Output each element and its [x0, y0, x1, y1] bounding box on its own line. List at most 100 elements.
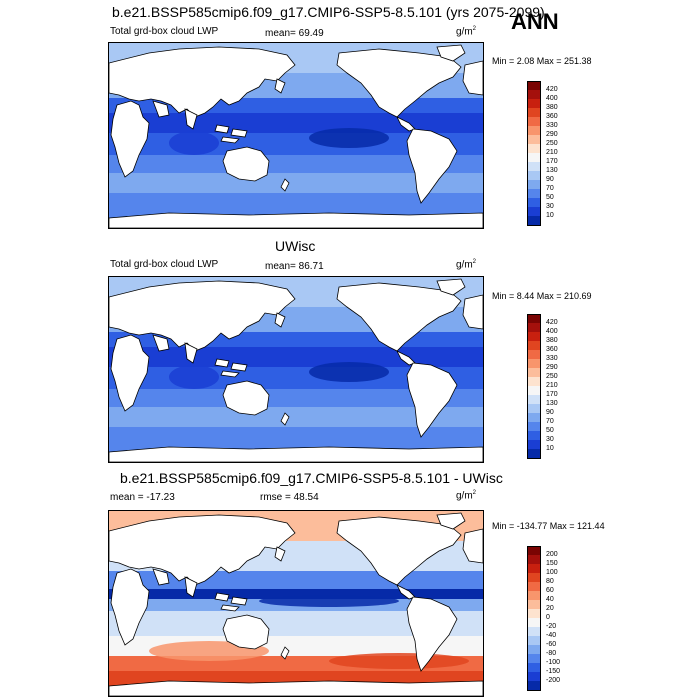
- continent-outline: [406, 128, 458, 204]
- panel2-title: UWisc: [275, 238, 316, 254]
- colorbar-tick-label: 90: [546, 409, 554, 416]
- field-patch: [169, 131, 219, 155]
- colorbar-tick-label: 250: [546, 140, 558, 147]
- panel1-min-max: Min = 2.08 Max = 251.38: [492, 56, 592, 66]
- continent-outline: [436, 44, 466, 62]
- colorbar-tick-label: 170: [546, 391, 558, 398]
- continent-outline: [396, 584, 416, 600]
- colorbar-tick-label: 50: [546, 427, 554, 434]
- colorbar-tick-label: -80: [546, 650, 557, 657]
- field-patch: [309, 362, 389, 382]
- field-band: [109, 407, 483, 427]
- continent-outline: [214, 124, 248, 144]
- panel2-units: g/m2: [456, 259, 477, 271]
- continent-outline: [274, 312, 286, 328]
- continent-outline: [109, 514, 296, 586]
- colorbar-tick-label: 130: [546, 400, 558, 407]
- colorbar-tick-label: 400: [546, 95, 558, 102]
- colorbar-swatch: [527, 681, 541, 691]
- colorbar-tick-label: 290: [546, 131, 558, 138]
- continent-outline: [152, 568, 198, 598]
- panel2-min-max: Min = 8.44 Max = 210.69: [492, 291, 592, 301]
- panel1-title: b.e21.BSSP585cmip6.f09_g17.CMIP6-SSP5-8.…: [112, 4, 545, 20]
- colorbar-tick-label: -60: [546, 641, 557, 648]
- continent-outline: [462, 60, 483, 96]
- continent-outline: [109, 680, 483, 696]
- continent-outline: [109, 212, 483, 228]
- colorbar-tick-label: 400: [546, 328, 558, 335]
- continent-outline: [436, 278, 466, 296]
- panel1-colorbar: 420 400 380 360 330 290 250 210 170 130 90 70 50 30 10: [527, 81, 567, 226]
- colorbar-tick-label: 30: [546, 203, 554, 210]
- field-band: [109, 389, 483, 407]
- continent-outline: [214, 358, 248, 378]
- continent-outline: [280, 178, 290, 192]
- colorbar-tick-label: 70: [546, 185, 554, 192]
- field-patch: [309, 128, 389, 148]
- colorbar-swatch: [527, 449, 541, 459]
- field-band: [109, 113, 483, 133]
- colorbar-tick-label: 90: [546, 176, 554, 183]
- colorbar-tick-label: 170: [546, 158, 558, 165]
- continent-outline: [152, 334, 198, 364]
- colorbar-tick-label: 380: [546, 337, 558, 344]
- field-patch: [329, 653, 469, 669]
- colorbar-tick-label: 330: [546, 122, 558, 129]
- panel3-rmse-label: rmse = 48.54: [260, 492, 319, 503]
- colorbar-tick-label: 290: [546, 364, 558, 371]
- panel1-mean-label: mean= 69.49: [265, 28, 324, 39]
- panel3-colorbar: 200 150 100 80 60 40 20 0 -20 -40 -60 -80 -100 -150 -2…: [527, 546, 567, 691]
- continent-outline: [152, 100, 198, 130]
- colorbar-tick-label: 380: [546, 104, 558, 111]
- continent-outline: [109, 46, 296, 118]
- panel3-title: b.e21.BSSP585cmip6.f09_g17.CMIP6-SSP5-8.…: [120, 470, 503, 486]
- panel3-units: g/m2: [456, 490, 477, 502]
- colorbar-tick-label: 420: [546, 86, 558, 93]
- panel1-units: g/m2: [456, 26, 477, 38]
- panel1-left-label: Total grd-box cloud LWP: [110, 26, 219, 37]
- colorbar-tick-label: -200: [546, 677, 561, 684]
- colorbar-tick-label: -20: [546, 623, 557, 630]
- continent-outline: [109, 446, 483, 462]
- field-band: [109, 173, 483, 193]
- continent-outline: [280, 646, 290, 660]
- field-band: [109, 155, 483, 173]
- continent-outline: [396, 116, 416, 132]
- field-band: [109, 347, 483, 367]
- continent-outline: [222, 146, 270, 182]
- continent-outline: [462, 528, 483, 564]
- colorbar-tick-label: -150: [546, 668, 561, 675]
- continent-outline: [222, 380, 270, 416]
- continent-outline: [274, 78, 286, 94]
- colorbar-tick-label: 130: [546, 167, 558, 174]
- colorbar-tick-label: 10: [546, 212, 554, 219]
- field-patch: [169, 365, 219, 389]
- colorbar-tick-label: 70: [546, 418, 554, 425]
- continent-outline: [274, 546, 286, 562]
- continent-outline: [222, 614, 270, 650]
- continent-outline: [462, 294, 483, 330]
- colorbar-tick-label: 200: [546, 551, 558, 558]
- panel2-colorbar: 420 400 380 360 330 290 250 210 170 130 90 70 50 30 10: [527, 314, 567, 459]
- colorbar-tick-label: 40: [546, 596, 554, 603]
- colorbar-tick-label: 150: [546, 560, 558, 567]
- colorbar-tick-label: 20: [546, 605, 554, 612]
- season-label: ANN: [511, 9, 559, 34]
- colorbar-tick-label: 420: [546, 319, 558, 326]
- continent-outline: [280, 412, 290, 426]
- colorbar-tick-label: 330: [546, 355, 558, 362]
- colorbar-tick-label: 360: [546, 113, 558, 120]
- continent-outline: [109, 280, 296, 352]
- colorbar-tick-label: -40: [546, 632, 557, 639]
- continent-outline: [406, 362, 458, 438]
- panel3-map: [108, 510, 484, 697]
- field-patch: [259, 595, 399, 607]
- colorbar-tick-label: 30: [546, 436, 554, 443]
- colorbar-tick-label: 250: [546, 373, 558, 380]
- continent-outline: [406, 596, 458, 672]
- colorbar-tick-label: -100: [546, 659, 561, 666]
- colorbar-tick-label: 60: [546, 587, 554, 594]
- panel2-left-label: Total grd-box cloud LWP: [110, 259, 219, 270]
- colorbar-tick-label: 100: [546, 569, 558, 576]
- colorbar-tick-label: 360: [546, 346, 558, 353]
